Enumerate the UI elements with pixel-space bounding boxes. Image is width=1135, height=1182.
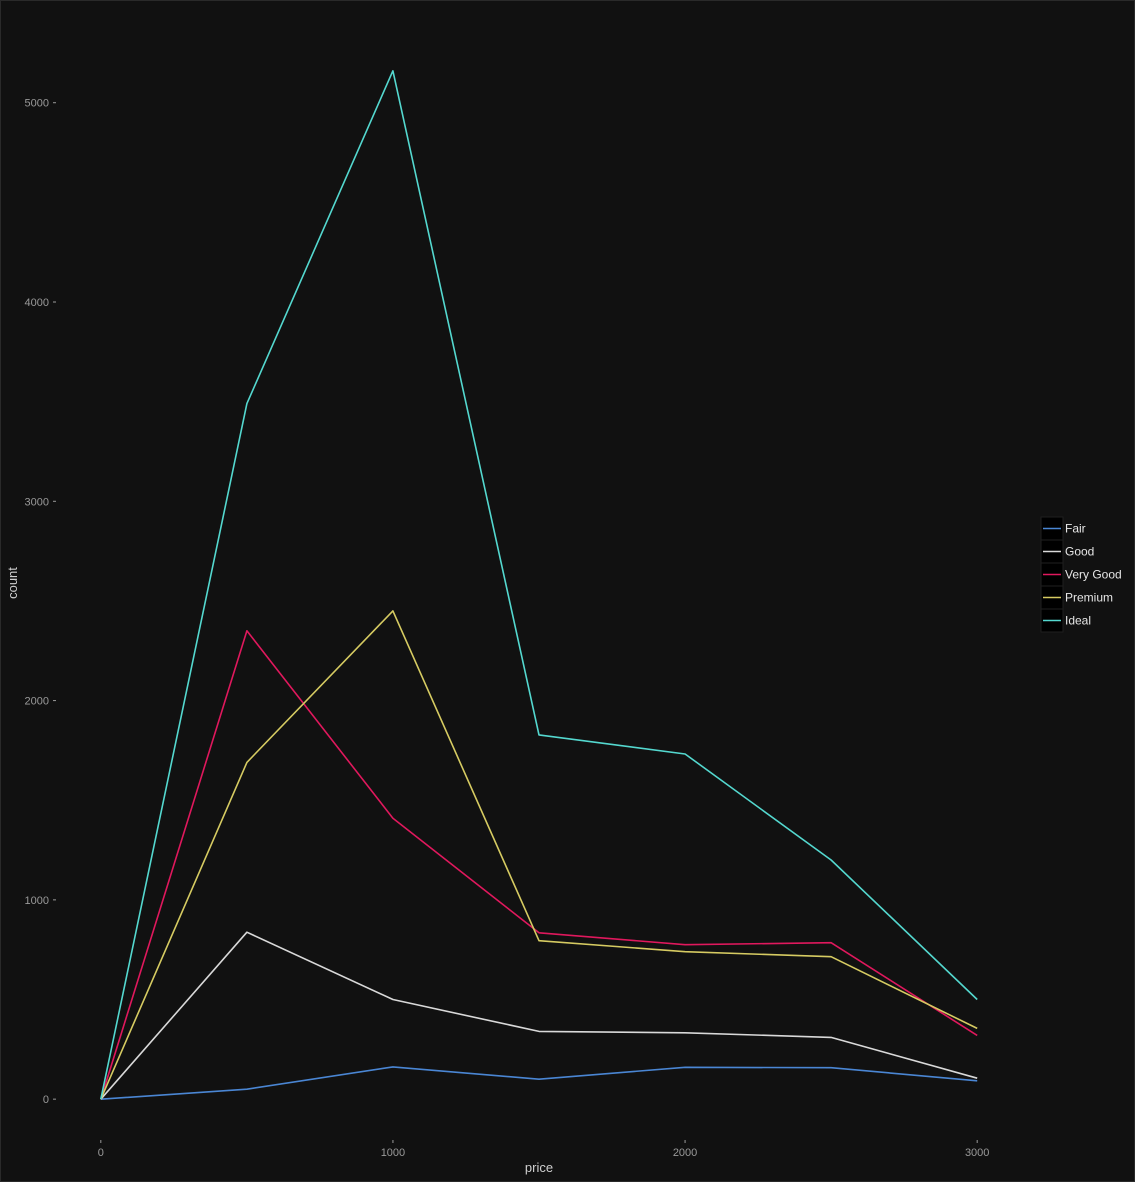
y-tick-label: 2000 <box>25 696 49 708</box>
y-tick-label: 0 <box>43 1094 49 1106</box>
y-axis-title: count <box>5 567 20 599</box>
x-axis-title: price <box>525 1160 553 1175</box>
legend: Fair Good Very Good Premium Ideal <box>1040 516 1122 633</box>
x-tick-label: 1000 <box>381 1147 405 1159</box>
series-line-good <box>100 931 978 1100</box>
x-axis: 0 1000 2000 3000 <box>98 1140 989 1159</box>
y-tick-label: 3000 <box>25 496 49 508</box>
legend-label-good: Good <box>1065 545 1094 559</box>
series-line-very-good <box>100 629 978 1100</box>
series-line-fair <box>100 1066 978 1100</box>
x-tick-label: 2000 <box>673 1147 697 1159</box>
series-line-premium <box>100 610 978 1100</box>
series-lines <box>100 70 978 1100</box>
y-axis: 0 1000 2000 3000 4000 5000 <box>25 98 56 1106</box>
legend-label-ideal: Ideal <box>1065 614 1091 628</box>
series-line-ideal <box>100 70 978 1100</box>
y-tick-label: 5000 <box>25 98 49 110</box>
legend-label-fair: Fair <box>1065 522 1086 536</box>
legend-label-premium: Premium <box>1065 591 1113 605</box>
x-tick-label: 0 <box>98 1147 104 1159</box>
y-tick-label: 1000 <box>25 895 49 907</box>
y-tick-label: 4000 <box>25 297 49 309</box>
legend-label-very-good: Very Good <box>1065 568 1122 582</box>
x-tick-label: 3000 <box>965 1147 989 1159</box>
